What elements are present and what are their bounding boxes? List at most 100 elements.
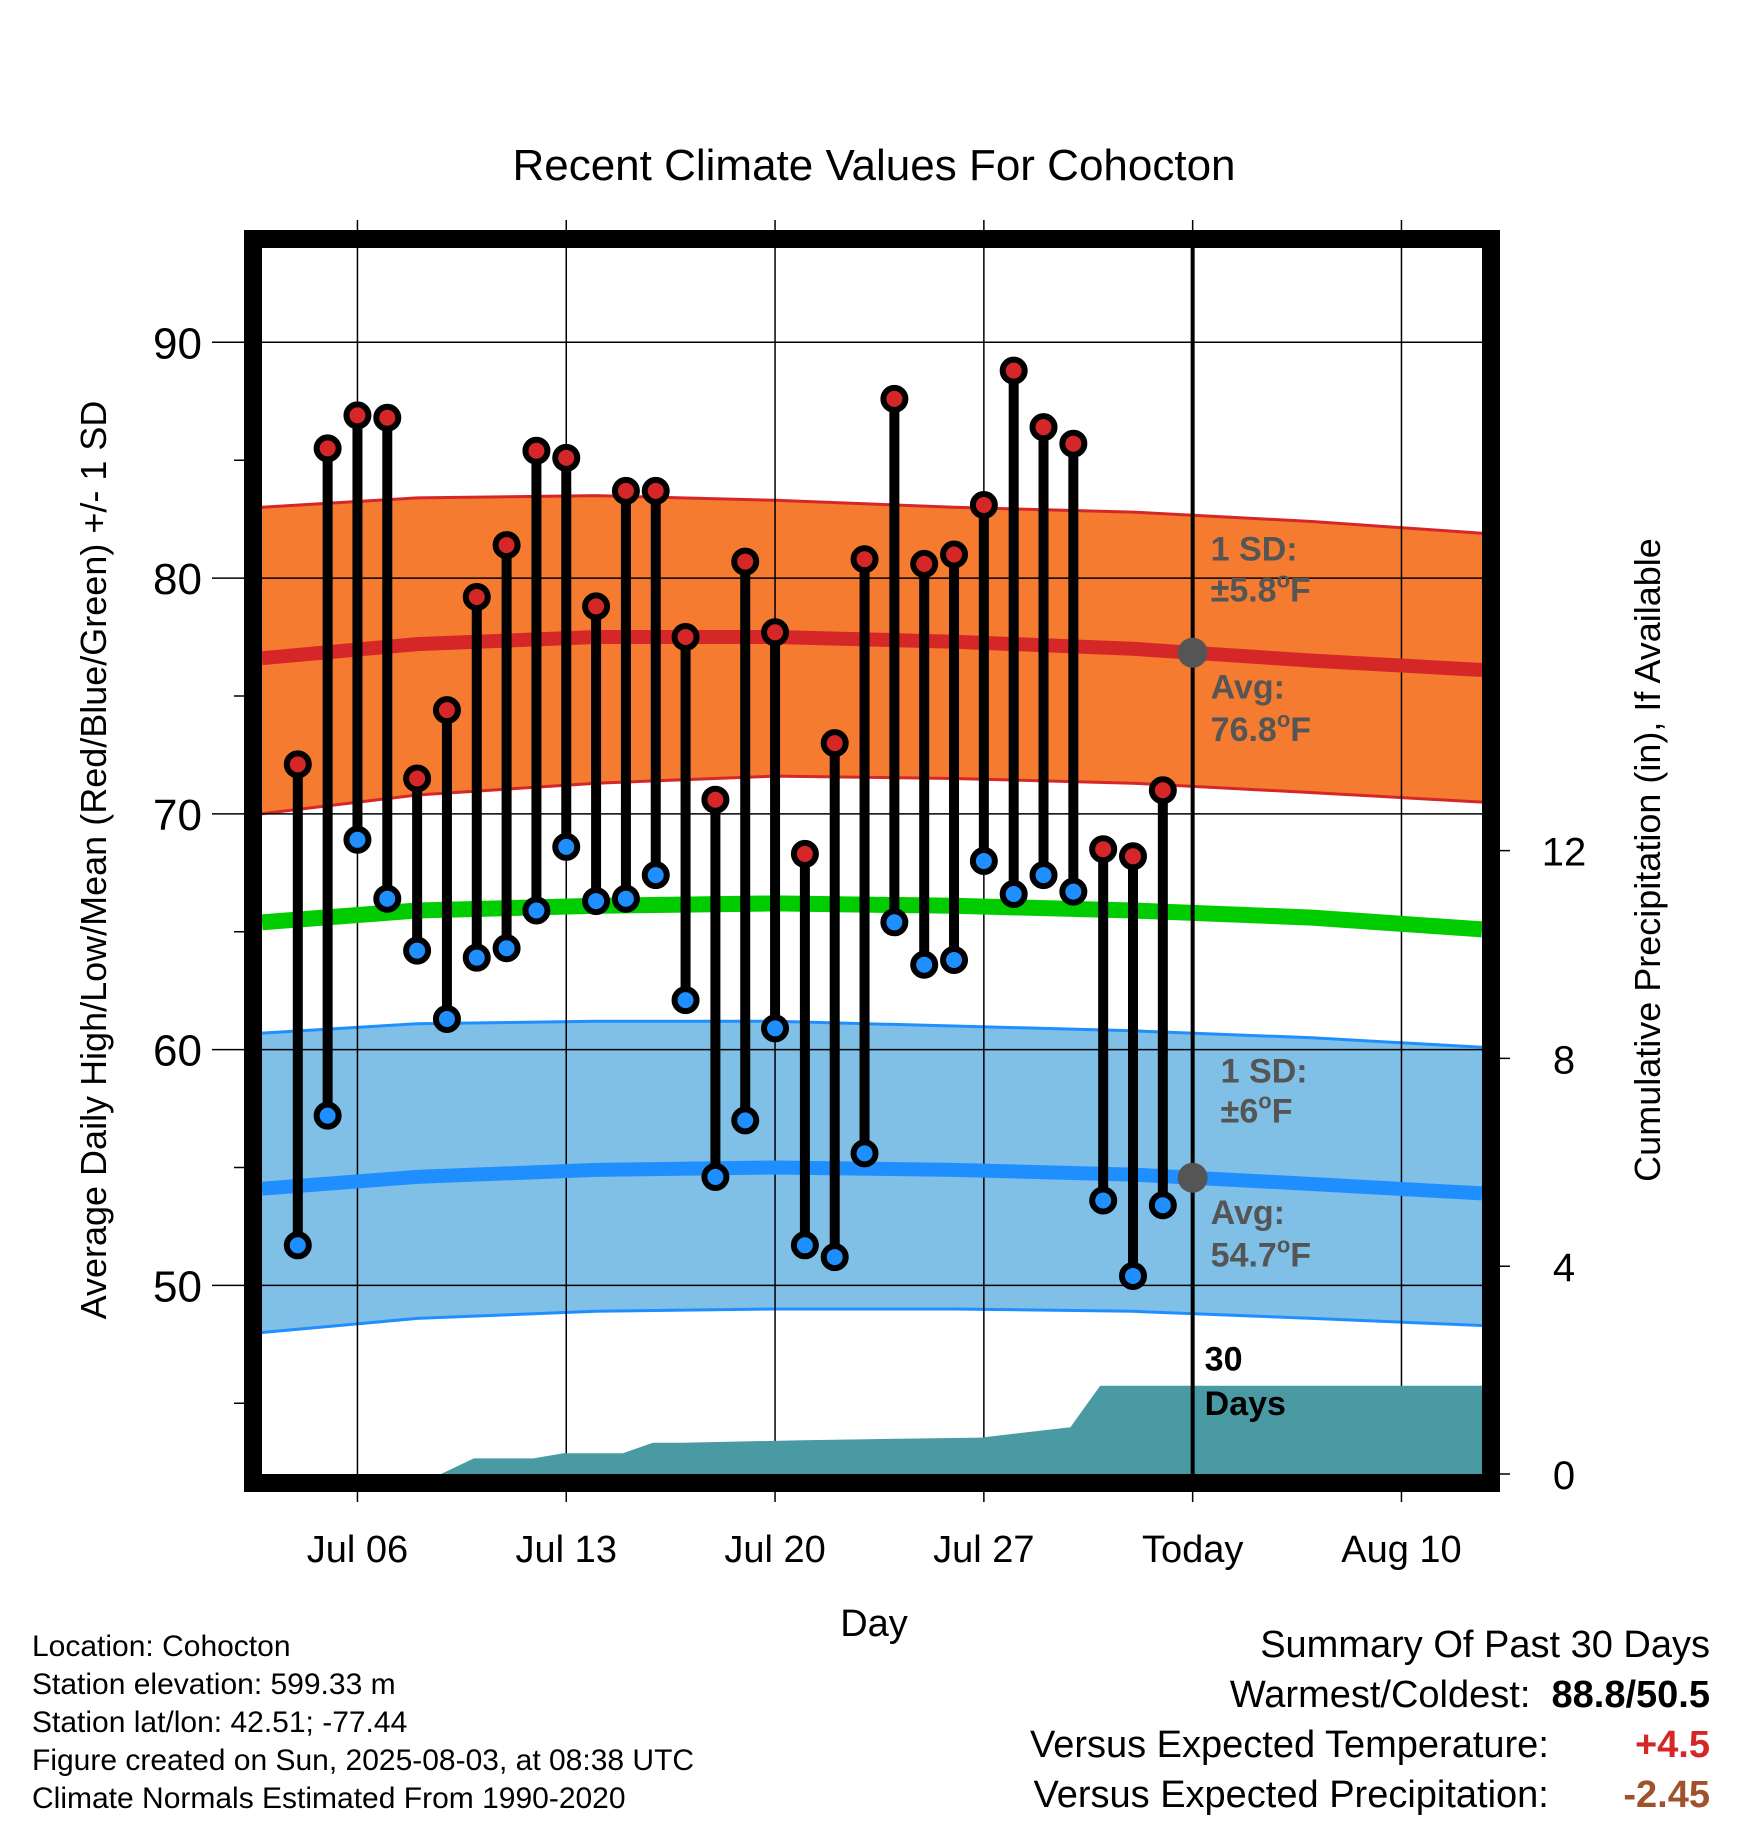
daily-low-point [552,832,581,861]
chart-title: Recent Climate Values For Cohocton [512,141,1235,190]
daily-low-point [701,1162,730,1191]
temp-value: +4.5 [1634,1724,1710,1766]
daily-high-point [1089,835,1118,864]
precip-area [262,1385,1482,1474]
low-sd-label: 1 SD: [1221,1053,1308,1091]
high-sd-label: 1 SD: [1211,530,1298,568]
daily-low-point [522,896,551,925]
daily-high-point [283,750,312,779]
daily-high-point [969,490,998,519]
daily-low-point [999,880,1028,909]
daily-high-point [790,839,819,868]
daily-low-point [1119,1261,1148,1290]
daily-low-point [611,884,640,913]
daily-high-point [940,540,969,569]
normal-low-band-lower-edge [261,1307,1483,1334]
y-right-tick-label: 4 [1553,1246,1575,1290]
meta-location: Location: Cohocton [32,1630,291,1663]
precip-label-days: Days [1205,1385,1286,1423]
summary-warm-cold: Warmest/Coldest: 88.8/50.5 [1030,1670,1710,1720]
station-metadata: Location: Cohocton Station elevation: 59… [32,1628,694,1818]
y-tick-label: 50 [153,1262,202,1311]
summary-heading: Summary Of Past 30 Days [1260,1624,1710,1666]
daily-low-point [969,847,998,875]
meta-normals: Climate Normals Estimated From 1990-2020 [32,1782,626,1815]
daily-low-point [761,1014,790,1043]
precip-label-count: 30 [1205,1340,1243,1378]
daily-high-point [1119,842,1148,871]
low-avg-label: Avg: [1211,1194,1285,1232]
plot-frame [244,230,1500,1492]
daily-high-point [373,403,402,432]
daily-low-point [731,1106,760,1135]
daily-high-point [820,729,849,758]
meta-latlon: Station lat/lon: 42.51; -77.44 [32,1706,408,1739]
warm-cold-label: Warmest/Coldest: [1229,1674,1531,1716]
daily-low-point [492,934,521,963]
daily-low-point [820,1243,849,1272]
y-tick-label: 60 [153,1027,202,1076]
meta-elevation: Station elevation: 599.33 m [32,1668,396,1701]
plot-area: Jul 06 Jul 13 Jul 20 Jul 27 Today Aug 10 50 60 7… [153,220,1586,1571]
x-tick-label: Aug 10 [1341,1529,1461,1571]
daily-low-point [1059,877,1088,906]
daily-high-point [552,443,581,472]
daily-high-point [880,384,909,413]
daily-low-point [641,861,670,890]
high-sd-value: ±5.8oF [1211,568,1311,610]
high-avg-label: Avg: [1211,668,1285,706]
today-high-normal-marker [1177,637,1208,668]
summary-panel: Summary Of Past 30 Days Warmest/Coldest:… [1030,1620,1710,1820]
daily-high-point [432,696,461,725]
daily-high-point [462,582,491,611]
x-tick-label: Today [1142,1529,1243,1571]
daily-high-point [701,785,730,814]
y-axis-label-left: Average Daily High/Low/Mean (Red/Blue/Gr… [73,401,114,1320]
warm-cold-value: 88.8/50.5 [1551,1674,1710,1716]
daily-low-point [910,950,939,979]
daily-low-point [1029,861,1058,890]
precip-value: -2.45 [1623,1774,1710,1816]
daily-high-point [999,356,1028,385]
daily-high-point [313,434,342,463]
x-axis-label: Day [840,1603,908,1645]
daily-high-point [850,545,879,574]
meta-created: Figure created on Sun, 2025-08-03, at 08… [32,1744,695,1777]
y-axis-label-right: Cumulative Precipitation (in), If Availa… [1627,538,1668,1182]
x-tick-label: Jul 06 [307,1529,408,1571]
high-avg-value: 76.8oF [1211,707,1311,749]
daily-low-point [462,943,491,972]
x-tick-label: Jul 20 [724,1529,825,1571]
daily-low-point [671,986,700,1015]
summary-precip: Versus Expected Precipitation: -2.45 [1030,1770,1710,1820]
daily-high-point [1029,413,1058,442]
daily-low-point [1089,1186,1118,1215]
daily-low-point [313,1101,342,1130]
daily-low-point [790,1231,819,1260]
daily-high-point [671,623,700,652]
y-tick-label: 80 [153,555,202,604]
daily-low-point [940,946,969,975]
normal-low-line [261,1160,1483,1201]
low-avg-value: 54.7oF [1211,1233,1311,1275]
daily-low-point [343,825,372,854]
summary-temp: Versus Expected Temperature: +4.5 [1030,1720,1710,1770]
x-tick-label: Jul 27 [933,1529,1034,1571]
low-sd-value: ±6oF [1221,1089,1293,1131]
daily-high-point [641,476,670,505]
daily-high-point [1148,776,1177,805]
precip-label: Versus Expected Precipitation: [1033,1774,1549,1816]
daily-low-point [880,908,909,937]
temp-label: Versus Expected Temperature: [1029,1724,1549,1766]
daily-low-point [283,1231,312,1260]
y-right-tick-label: 12 [1542,831,1587,875]
y-right-tick-label: 8 [1553,1038,1575,1082]
y-tick-label: 90 [153,319,202,368]
daily-low-point [1148,1191,1177,1220]
daily-high-point [1059,429,1088,458]
daily-high-point [343,401,372,430]
daily-high-point [611,476,640,505]
y-tick-label: 70 [153,791,202,840]
daily-high-point [522,436,551,465]
